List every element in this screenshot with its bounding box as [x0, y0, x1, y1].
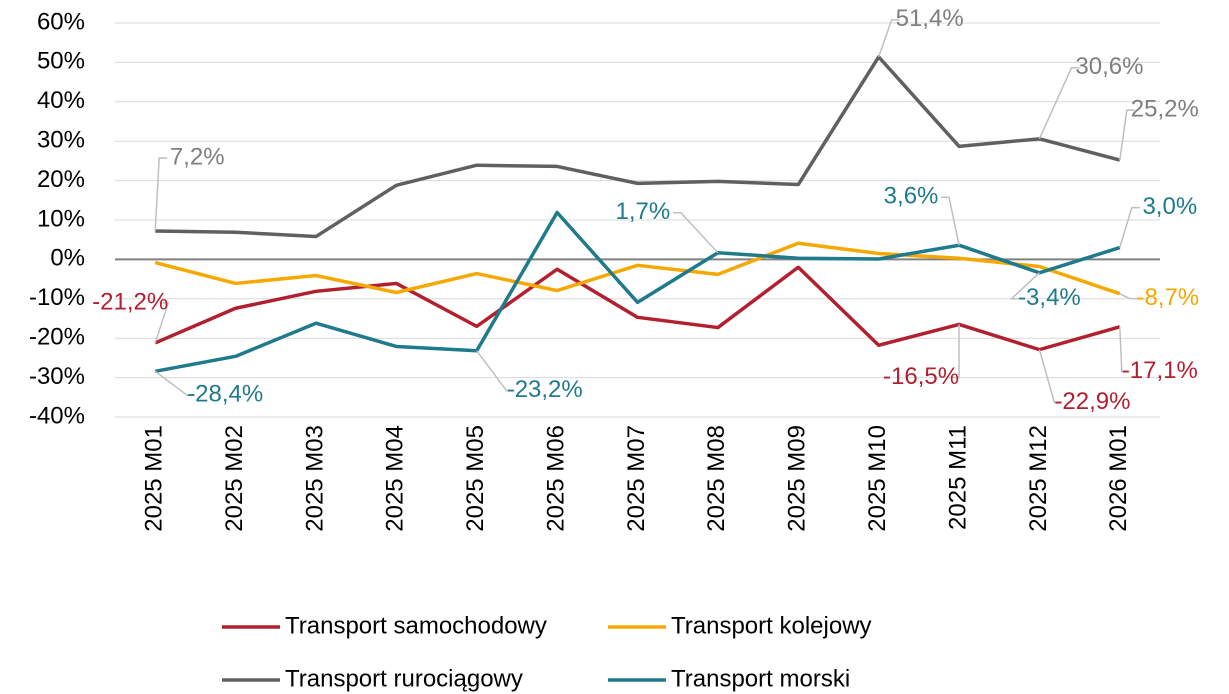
data-label: -28,4% [187, 381, 263, 408]
leader-line [154, 157, 168, 232]
data-label: -23,2% [507, 376, 583, 403]
y-tick-label: 30% [37, 127, 85, 154]
y-tick-label: 50% [37, 48, 85, 75]
data-label: 30,6% [1075, 53, 1143, 80]
y-tick-label: 20% [37, 166, 85, 193]
legend-label: Transport morski [671, 665, 850, 692]
y-tick-label: -10% [29, 284, 85, 311]
x-tick-label: 2026 M01 [1105, 425, 1132, 532]
data-label: -3,4% [1018, 284, 1081, 311]
y-tick-label: -30% [29, 363, 85, 390]
y-tick-label: -40% [29, 402, 85, 429]
leader-line [476, 350, 515, 392]
leader-line [672, 211, 719, 254]
x-tick-label: 2025 M01 [141, 425, 168, 532]
data-label: 3,0% [1142, 193, 1197, 220]
legend-label: Transport samochodowy [285, 612, 547, 639]
y-tick-label: 60% [37, 8, 85, 35]
x-tick-label: 2025 M06 [542, 425, 569, 532]
data-label: -8,7% [1136, 284, 1199, 311]
data-label: 3,6% [884, 183, 939, 210]
data-label: -22,9% [1054, 388, 1130, 415]
y-tick-label: -20% [29, 324, 85, 351]
x-tick-label: 2025 M08 [703, 425, 730, 532]
leader-line [941, 196, 960, 246]
leader-line [1119, 109, 1135, 161]
legend-label: Transport rurociągowy [285, 665, 523, 692]
x-tick-label: 2025 M09 [784, 425, 811, 532]
data-label: 7,2% [170, 143, 225, 170]
x-tick-label: 2025 M05 [462, 425, 489, 532]
leader-line [154, 302, 170, 344]
data-label: -21,2% [92, 288, 168, 315]
x-tick-label: 2025 M10 [864, 425, 891, 532]
leader-line [1038, 349, 1063, 404]
leader-line [1119, 293, 1138, 300]
data-label: 1,7% [616, 198, 671, 225]
leader-line [1038, 67, 1080, 140]
data-label: -16,5% [883, 363, 959, 390]
x-tick-label: 2025 M03 [301, 425, 328, 532]
x-tick-label: 2025 M07 [623, 425, 650, 532]
data-label: 25,2% [1131, 95, 1199, 122]
x-tick-label: 2025 M02 [221, 425, 248, 532]
data-label: -17,1% [1122, 357, 1198, 384]
data-label: 51,4% [896, 5, 964, 32]
leader-line [951, 324, 960, 379]
y-tick-label: 40% [37, 87, 85, 114]
x-tick-label: 2025 M12 [1025, 425, 1052, 532]
leader-line [877, 19, 900, 58]
series-line [155, 55, 1121, 239]
y-tick-label: 10% [37, 205, 85, 232]
leader-line [154, 370, 196, 397]
leader-line [1119, 206, 1140, 248]
legend-label: Transport kolejowy [671, 612, 872, 639]
leader-line [1119, 326, 1130, 373]
y-tick-label: 0% [50, 245, 85, 272]
series-line [154, 241, 1121, 296]
x-tick-label: 2025 M11 [944, 425, 971, 530]
x-tick-label: 2025 M04 [382, 425, 409, 532]
series-line [154, 265, 1121, 352]
leader-line [1009, 272, 1040, 300]
